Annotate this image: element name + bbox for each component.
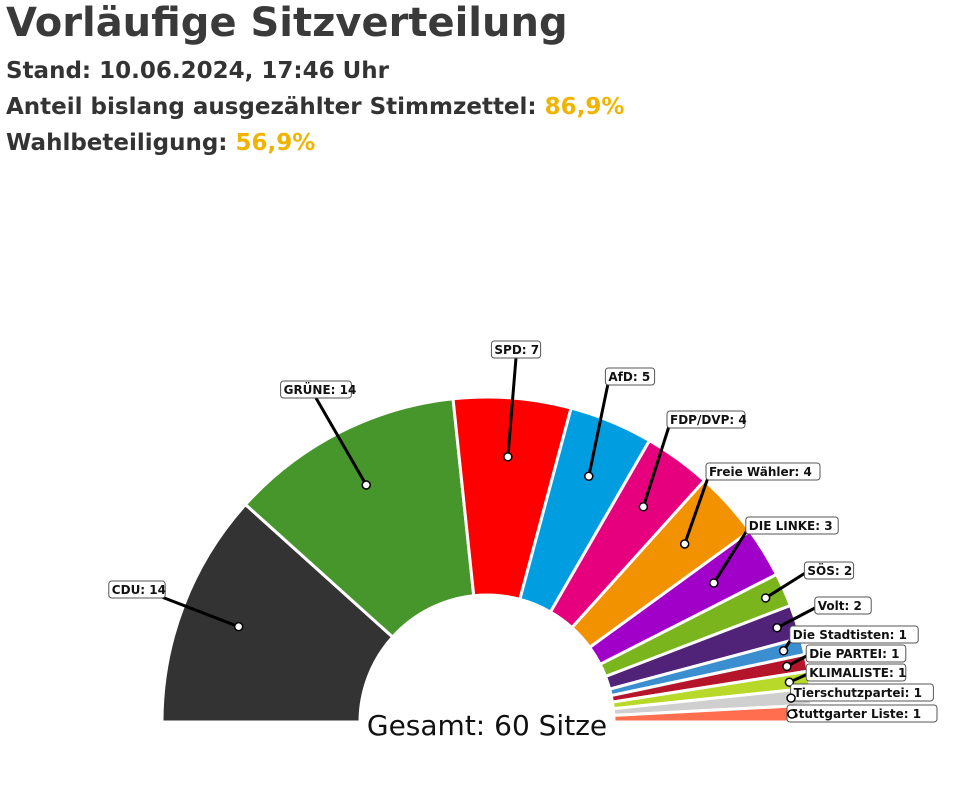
label-box-freie-waehler	[705, 462, 821, 481]
connector-freie-waehler	[683, 471, 712, 545]
anchor-dot-cdu	[233, 621, 244, 632]
anchor-dot-tierschutzpartei	[786, 693, 796, 703]
anchor-dot-spd	[503, 452, 513, 462]
connector-gruene	[314, 397, 368, 486]
counted-share-label: Anteil bislang ausgezählter Stimmzettel:	[6, 94, 537, 120]
anchor-dot-fdp-dvp	[638, 502, 649, 512]
anchor-dot-die-stadtisten	[778, 646, 789, 656]
label-fdp-dvp: FDP/DVP: 4	[670, 413, 747, 427]
label-box-tierschutzpartei	[790, 683, 934, 702]
label-freie-waehler: Freie Wähler: 4	[709, 465, 812, 479]
label-die-linke: DIE LINKE: 3	[749, 519, 833, 533]
slice-gruene	[243, 397, 476, 640]
label-tierschutzpartei: Tierschutzpartei: 1	[794, 686, 922, 700]
anchor-dot-volt	[772, 622, 782, 633]
chart-labels: CDU: 14 GRÜNE: 14 SPD: 7 AfD: 5 FDP/DVP: 4 Fr…	[108, 340, 938, 723]
label-box-fdp-dvp	[666, 410, 746, 429]
page-title: Vorläufige Sitzverteilung	[6, 0, 568, 46]
slice-cdu	[160, 502, 395, 724]
stand-text: Stand: 10.06.2024, 17:46 Uhr	[6, 58, 389, 84]
turnout-line: Wahlbeteiligung: 56,9%	[6, 128, 315, 158]
counted-share-line: Anteil bislang ausgezählter Stimmzettel:…	[6, 92, 624, 122]
connector-soes	[764, 569, 810, 600]
label-box-spd	[490, 340, 542, 359]
label-box-klimaliste	[805, 663, 907, 682]
label-soes: SÖS: 2	[807, 563, 852, 578]
anchor-dot-die-linke	[709, 578, 719, 588]
label-gruene: GRÜNE: 14	[284, 382, 357, 397]
anchor-dot-afd	[584, 471, 594, 481]
connector-afd	[587, 376, 611, 477]
label-box-die-partei	[805, 644, 907, 663]
connector-fdp-dvp	[641, 419, 673, 508]
connector-spd	[506, 357, 518, 457]
label-box-die-linke	[745, 516, 839, 535]
label-volt: Volt: 2	[818, 599, 862, 613]
label-box-stuttgarter-liste	[786, 704, 938, 723]
label-box-afd	[604, 367, 656, 386]
anchor-dot-gruene	[361, 480, 371, 490]
connector-volt	[776, 604, 820, 630]
label-box-die-stadtisten	[789, 625, 919, 644]
label-die-partei: Die PARTEI: 1	[809, 647, 899, 661]
anchor-dot-stuttgarter-liste	[787, 709, 797, 719]
label-box-cdu	[108, 580, 166, 599]
connector-cdu	[158, 594, 240, 629]
label-klimaliste: KLIMALISTE: 1	[809, 666, 906, 680]
label-stuttgarter-liste: Stuttgarter Liste: 1	[790, 707, 921, 721]
anchor-dot-die-partei	[782, 661, 792, 672]
label-box-soes	[803, 561, 855, 580]
label-cdu: CDU: 14	[112, 583, 166, 597]
counted-share-value: 86,9%	[544, 94, 625, 120]
label-afd: AfD: 5	[608, 370, 650, 384]
turnout-label: Wahlbeteiligung:	[6, 130, 228, 156]
label-box-volt	[814, 596, 872, 615]
chart-slices	[160, 395, 814, 724]
total-seats-label: Gesamt: 60 Sitze	[367, 709, 607, 742]
anchor-dot-soes	[760, 593, 771, 603]
label-spd: SPD: 7	[494, 343, 539, 357]
label-die-stadtisten: Die Stadtisten: 1	[793, 628, 907, 642]
connector-die-linke	[712, 525, 752, 584]
label-box-gruene	[280, 380, 352, 399]
turnout-value: 56,9%	[235, 130, 316, 156]
anchor-dot-freie-waehler	[679, 539, 690, 549]
